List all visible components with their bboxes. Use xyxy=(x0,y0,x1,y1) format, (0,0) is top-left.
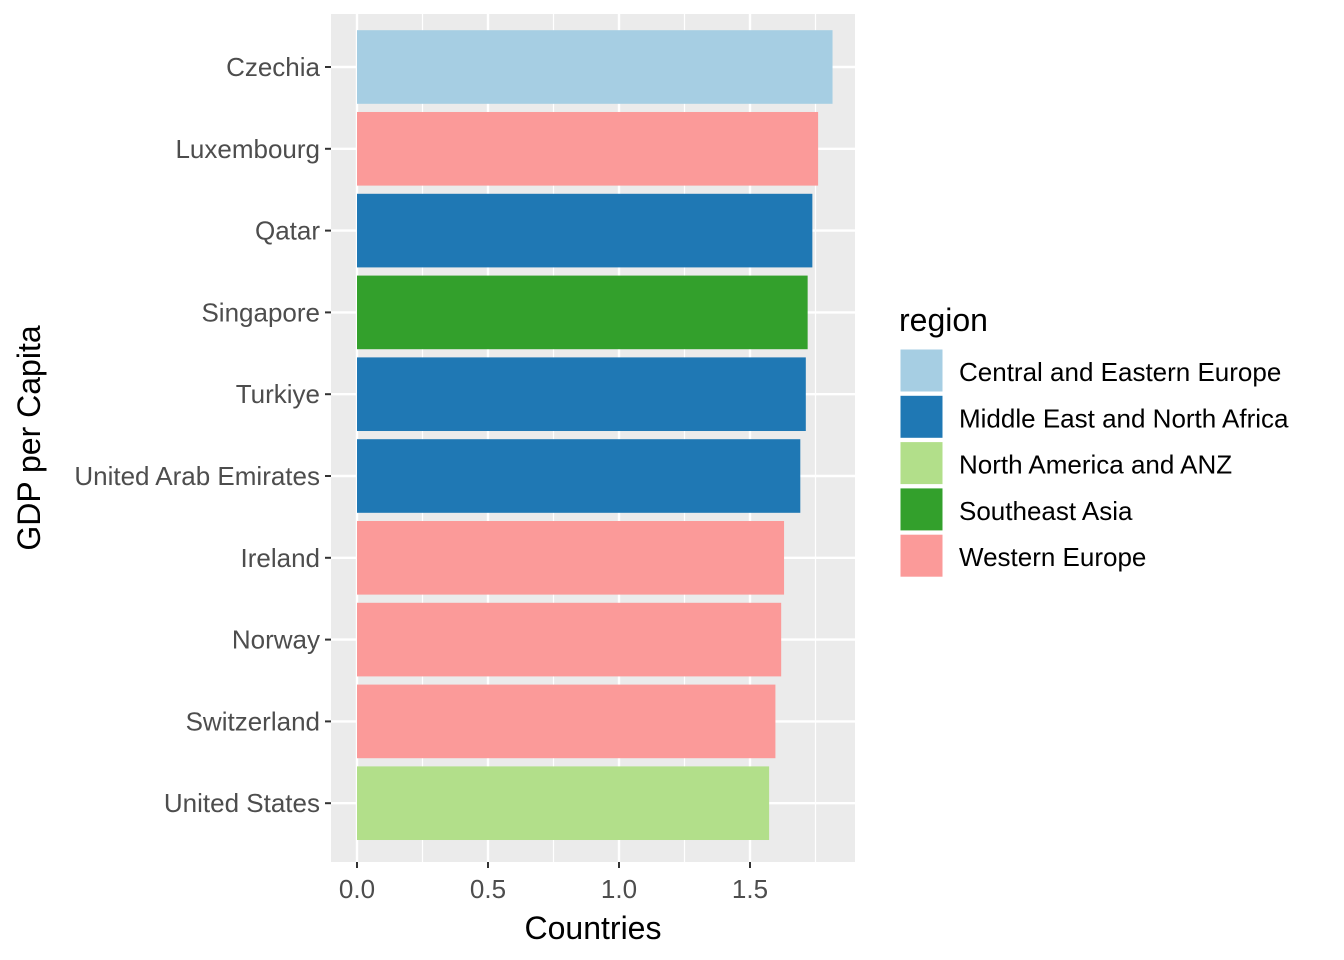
legend-swatch xyxy=(899,348,944,393)
y-axis: Czechia Luxembourg Qatar Singapore Turkiye Un… xyxy=(74,52,331,818)
y-tick-label: Singapore xyxy=(201,297,320,327)
y-tick-label: Qatar xyxy=(255,216,320,246)
bar xyxy=(357,275,808,350)
bar xyxy=(357,357,806,432)
legend-swatch xyxy=(899,394,944,439)
x-tick-label: 0.0 xyxy=(339,874,375,904)
legend-swatch xyxy=(899,533,944,578)
legend-swatch xyxy=(899,441,944,486)
bar xyxy=(357,439,801,513)
legend-label: North America and ANZ xyxy=(959,450,1232,480)
legend: region Central and Eastern Europe Middle … xyxy=(899,302,1289,578)
y-tick-label: Czechia xyxy=(226,52,320,82)
bar xyxy=(357,30,833,104)
bar xyxy=(357,684,776,759)
x-axis: 0.0 0.5 1.0 1.5 xyxy=(339,862,768,904)
bar xyxy=(357,766,770,841)
x-axis-title: Countries xyxy=(525,910,662,946)
y-tick-label: Turkiye xyxy=(236,379,320,409)
bar xyxy=(357,193,813,268)
y-tick-label: United Arab Emirates xyxy=(74,461,320,491)
bar xyxy=(357,520,785,595)
bars xyxy=(357,30,833,841)
legend-items: Central and Eastern Europe Middle East an… xyxy=(899,348,1289,578)
y-axis-title: GDP per Capita xyxy=(11,325,47,551)
x-tick-label: 1.5 xyxy=(732,874,768,904)
y-tick-label: Norway xyxy=(232,625,320,655)
y-tick-label: Ireland xyxy=(241,543,321,573)
legend-title: region xyxy=(899,302,988,338)
y-tick-label: United States xyxy=(164,788,320,818)
legend-label: Southeast Asia xyxy=(959,496,1133,526)
legend-label: Western Europe xyxy=(959,542,1146,572)
y-tick-label: Switzerland xyxy=(186,706,320,736)
x-tick-label: 1.0 xyxy=(601,874,637,904)
x-tick-label: 0.5 xyxy=(470,874,506,904)
legend-label: Middle East and North Africa xyxy=(959,403,1289,433)
legend-swatch xyxy=(899,487,944,532)
bar xyxy=(357,602,782,677)
y-tick-label: Luxembourg xyxy=(175,134,320,164)
bar xyxy=(357,111,819,186)
legend-label: Central and Eastern Europe xyxy=(959,357,1281,387)
